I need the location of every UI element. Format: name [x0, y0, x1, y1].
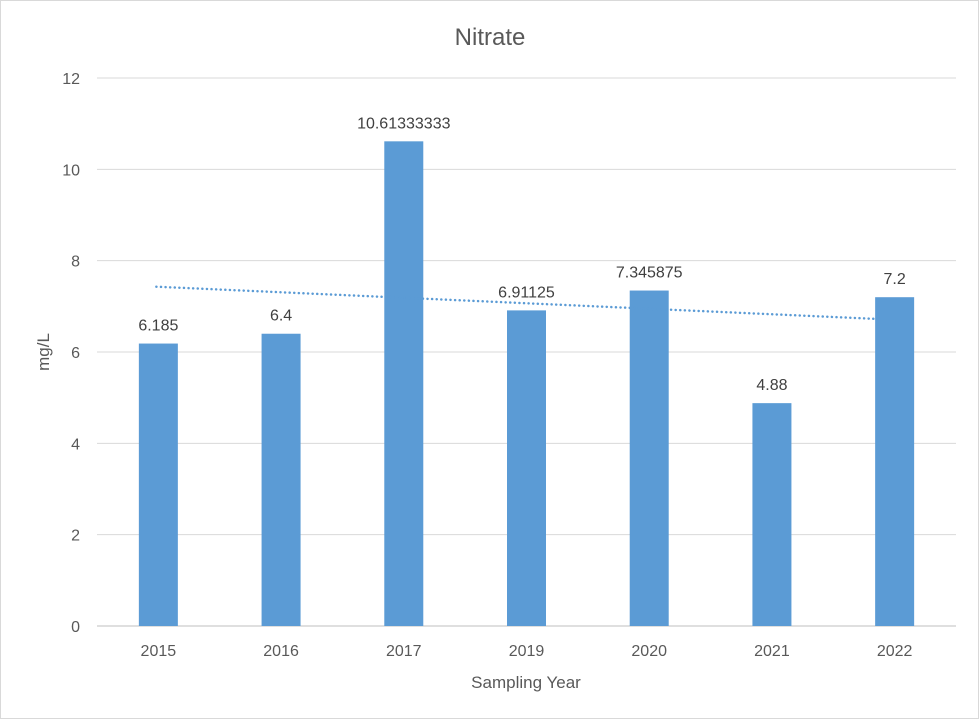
bar [629, 290, 669, 626]
chart-title: Nitrate [455, 24, 526, 51]
x-axis-title: Sampling Year [471, 673, 581, 692]
y-tick-label: 2 [71, 528, 80, 545]
bar [507, 310, 546, 626]
bar [384, 141, 424, 626]
y-tick-label: 12 [62, 71, 80, 88]
y-tick-label: 0 [71, 619, 80, 636]
trendline-layer [155, 285, 882, 321]
bar [261, 333, 301, 626]
data-label: 6.185 [138, 318, 178, 335]
trendline [155, 285, 882, 321]
y-axis-ticks: 0 2 4 6 8 10 12 [62, 71, 80, 636]
x-tick-label: 2019 [509, 643, 545, 660]
data-label: 6.4 [270, 308, 292, 325]
y-tick-label: 4 [71, 436, 80, 453]
x-tick-label: 2020 [631, 643, 667, 660]
y-axis-title: mg/L [34, 333, 53, 371]
x-tick-label: 2015 [141, 643, 177, 660]
bars [138, 141, 915, 626]
data-label: 7.345875 [616, 265, 683, 282]
x-tick-label: 2022 [877, 643, 913, 660]
data-label: 7.2 [884, 271, 906, 288]
y-tick-label: 10 [62, 162, 80, 179]
bar [752, 403, 792, 626]
data-labels: 6.185 6.4 10.61333333 6.91125 7.345875 4.88 7.… [138, 115, 906, 394]
data-label: 10.61333333 [357, 115, 451, 132]
y-tick-label: 8 [71, 254, 80, 271]
data-label: 4.88 [756, 377, 787, 394]
x-axis-ticks: 2015 2016 2017 2019 2020 2021 2022 [141, 643, 913, 660]
y-tick-label: 6 [71, 345, 80, 362]
x-tick-label: 2021 [754, 643, 790, 660]
data-label: 6.91125 [498, 284, 555, 301]
x-tick-label: 2016 [263, 643, 299, 660]
bar [138, 343, 178, 626]
bar [875, 297, 915, 626]
x-tick-label: 2017 [386, 643, 422, 660]
